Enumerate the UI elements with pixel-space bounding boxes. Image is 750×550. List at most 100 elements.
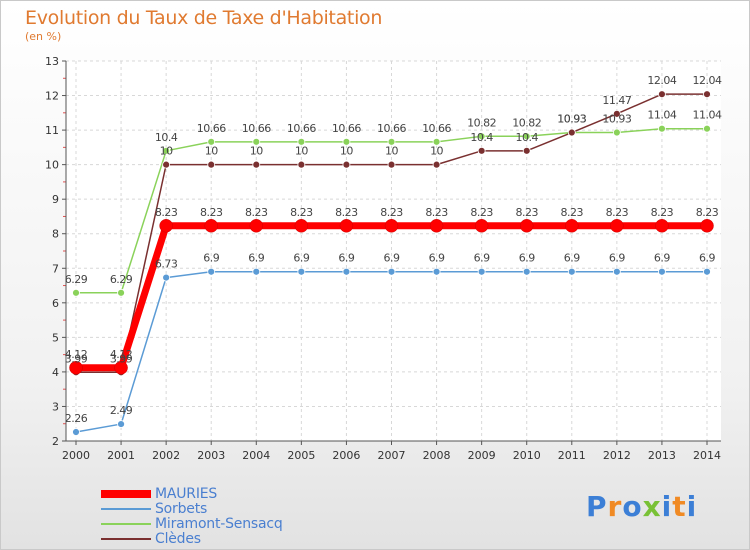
data-point-miramont-sensacq — [162, 146, 171, 155]
legend-label: Sorbets — [155, 501, 208, 517]
data-label-sorbets: 6.9 — [429, 252, 445, 265]
data-label-miramont-sensacq: 10.82 — [467, 116, 496, 129]
data-point-miramont-sensacq — [612, 128, 621, 137]
data-point-miramont-sensacq — [342, 137, 351, 146]
y-tick-label: 7 — [52, 262, 59, 275]
data-label-cledes: 3.99 — [65, 352, 88, 365]
data-point-mauries — [519, 219, 534, 233]
data-point-miramont-sensacq — [117, 288, 125, 297]
data-label-cledes: 10 — [295, 145, 308, 158]
data-label-cledes: 3.99 — [110, 352, 133, 365]
y-tick-label: 4 — [52, 366, 59, 379]
x-tick-label: 2005 — [287, 449, 315, 462]
data-point-sorbets — [297, 267, 306, 276]
data-point-cledes — [703, 90, 711, 99]
data-label-sorbets: 6.9 — [654, 252, 670, 265]
data-label-cledes: 11.47 — [602, 94, 631, 107]
proxiti-logo: Proxiti — [586, 490, 697, 523]
data-point-sorbets — [703, 267, 711, 276]
data-label-cledes: 10.4 — [515, 131, 538, 144]
data-point-cledes — [432, 160, 441, 169]
data-point-miramont-sensacq — [252, 137, 261, 146]
logo-letter: P — [586, 490, 608, 523]
data-label-cledes: 10 — [250, 145, 263, 158]
data-label-sorbets: 6.9 — [699, 252, 715, 265]
data-point-sorbets — [342, 267, 351, 276]
data-point-mauries — [565, 219, 579, 233]
data-point-miramont-sensacq — [207, 137, 216, 146]
data-point-sorbets — [117, 420, 125, 428]
chart-title: Evolution du Taux de Taxe d'Habitation — [25, 7, 383, 29]
x-tick-label: 2001 — [107, 449, 135, 462]
x-tick-label: 2013 — [648, 449, 676, 462]
data-point-cledes — [342, 160, 351, 169]
data-point-mauries — [69, 361, 83, 375]
y-tick-label: 13 — [45, 55, 59, 68]
data-label-mauries: 8.23 — [290, 206, 313, 219]
y-tick-label: 5 — [52, 331, 59, 344]
data-label-sorbets: 6.9 — [203, 252, 219, 265]
y-tick-label: 8 — [52, 228, 59, 241]
data-point-sorbets — [658, 267, 666, 276]
data-label-miramont-sensacq: 10.66 — [287, 122, 316, 135]
data-point-miramont-sensacq — [72, 288, 80, 297]
data-label-sorbets: 6.9 — [384, 252, 400, 265]
data-label-sorbets: 6.9 — [248, 252, 264, 265]
data-label-miramont-sensacq: 10.66 — [377, 122, 406, 135]
data-point-sorbets — [477, 267, 486, 276]
data-label-cledes: 10.93 — [557, 113, 586, 126]
y-tick-label: 2 — [52, 435, 59, 448]
data-label-mauries: 8.23 — [515, 206, 538, 219]
data-point-mauries — [429, 219, 444, 233]
data-point-cledes — [612, 109, 621, 118]
data-point-mauries — [159, 219, 173, 233]
data-point-mauries — [114, 361, 128, 375]
data-point-mauries — [700, 219, 714, 233]
data-point-miramont-sensacq — [297, 137, 306, 146]
data-label-mauries: 4.12 — [65, 348, 88, 361]
legend-swatch — [101, 508, 151, 510]
x-tick-label: 2006 — [332, 449, 360, 462]
data-point-mauries — [204, 219, 218, 233]
logo-letter: x — [642, 490, 662, 523]
legend-swatch — [101, 538, 151, 540]
data-point-mauries — [474, 219, 489, 233]
data-label-mauries: 8.23 — [380, 206, 403, 219]
x-tick-label: 2014 — [693, 449, 721, 462]
data-point-cledes — [522, 146, 531, 155]
data-label-miramont-sensacq: 10.66 — [332, 122, 361, 135]
data-point-cledes — [477, 146, 486, 155]
data-label-cledes: 10 — [205, 145, 218, 158]
data-label-cledes: 12.04 — [647, 74, 676, 87]
data-point-sorbets — [162, 273, 171, 282]
legend-item-mauries: MAURIES — [101, 487, 217, 501]
data-label-sorbets: 6.9 — [564, 252, 580, 265]
y-tick-label: 12 — [45, 90, 59, 103]
data-point-miramont-sensacq — [703, 124, 711, 133]
data-label-miramont-sensacq: 10.93 — [557, 113, 586, 126]
data-point-cledes — [252, 160, 261, 169]
x-tick-label: 2008 — [423, 449, 451, 462]
data-label-miramont-sensacq: 6.29 — [65, 273, 88, 286]
data-label-mauries: 8.23 — [200, 206, 223, 219]
legend-swatch — [101, 490, 151, 498]
y-tick-label: 6 — [52, 297, 59, 310]
legend-label: MAURIES — [155, 486, 218, 502]
x-tick-label: 2009 — [468, 449, 496, 462]
plot-area — [66, 61, 721, 441]
data-point-miramont-sensacq — [432, 137, 441, 146]
data-point-miramont-sensacq — [658, 124, 666, 133]
data-label-mauries: 8.23 — [245, 206, 268, 219]
data-label-miramont-sensacq: 10.66 — [422, 122, 451, 135]
data-label-miramont-sensacq: 10.82 — [512, 116, 541, 129]
data-point-cledes — [297, 160, 306, 169]
data-label-mauries: 8.23 — [425, 206, 448, 219]
data-label-cledes: 10 — [430, 145, 443, 158]
data-label-miramont-sensacq: 10.66 — [197, 122, 226, 135]
x-tick-label: 2007 — [378, 449, 406, 462]
data-label-miramont-sensacq: 6.29 — [110, 273, 133, 286]
data-label-miramont-sensacq: 10.93 — [602, 113, 631, 126]
data-point-miramont-sensacq — [387, 137, 396, 146]
